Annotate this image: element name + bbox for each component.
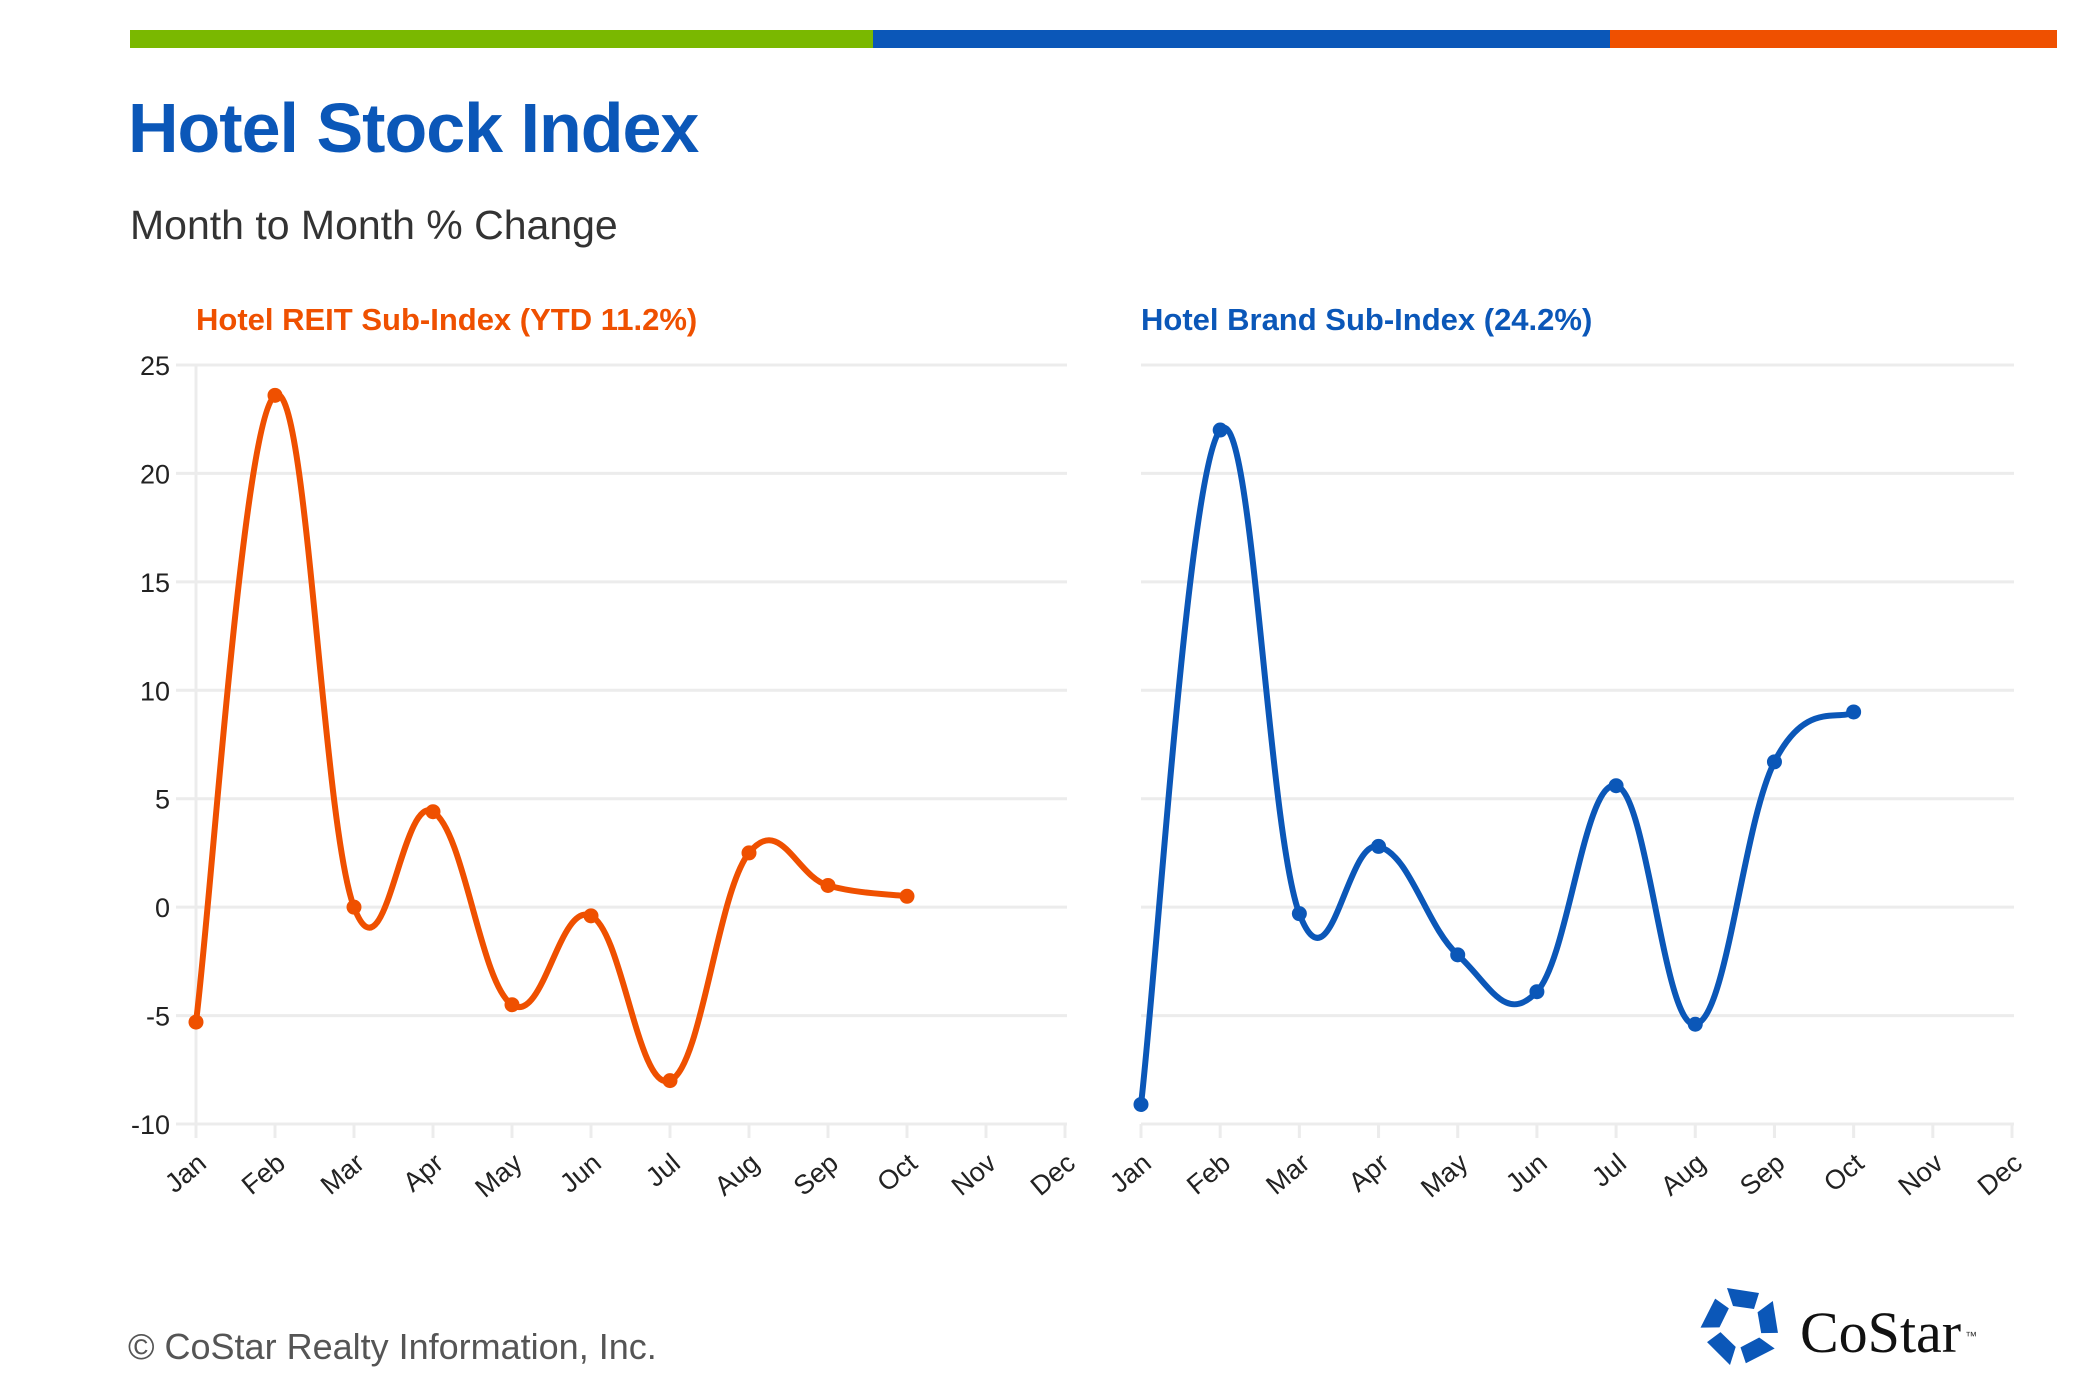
x-tick-label: May	[469, 1147, 528, 1203]
logo-segment	[1700, 1298, 1729, 1328]
logo-text: CoStar	[1800, 1300, 1962, 1365]
x-tick-label: Feb	[236, 1148, 291, 1201]
data-point	[662, 1073, 678, 1089]
x-tick-label: Nov	[1893, 1147, 1949, 1201]
y-tick-label: 25	[140, 351, 170, 381]
x-tick-label: Oct	[871, 1147, 923, 1197]
x-tick-label: Jan	[159, 1148, 212, 1199]
data-point	[504, 997, 520, 1013]
x-tick-label: May	[1415, 1147, 1474, 1203]
page-subtitle: Month to Month % Change	[130, 202, 618, 248]
data-point	[346, 899, 362, 915]
y-tick-label: 15	[140, 568, 170, 598]
x-tick-label: Apr	[1343, 1148, 1394, 1198]
data-point	[741, 845, 757, 861]
x-tick-label: Jan	[1104, 1148, 1157, 1199]
x-tick-label: Nov	[946, 1147, 1002, 1201]
x-tick-label: Apr	[397, 1148, 448, 1198]
x-tick-label: Sep	[788, 1148, 844, 1202]
chart-1: Jan Feb Mar Apr May Jun Jul Aug Sep Oct Nov Dec	[1104, 363, 2028, 1203]
copyright-text: © CoStar Realty Information, Inc.	[128, 1326, 657, 1367]
logo-wordmark: CoStar ™	[1800, 1300, 1977, 1366]
x-tick-label: Jul	[1586, 1148, 1632, 1193]
data-point	[267, 387, 283, 403]
data-point	[1529, 984, 1545, 1000]
x-tick-label: Aug	[709, 1148, 765, 1202]
chart-0: -10 -5 0 5 10 15 20 25 Jan Feb Mar Apr May Jun Jul Aug S…	[131, 351, 1081, 1203]
logo-segment	[1740, 1337, 1775, 1364]
costar-star-icon	[1700, 1288, 1778, 1365]
x-tick-label: Oct	[1818, 1147, 1870, 1197]
series-line	[193, 391, 908, 1085]
accent-bar-orange	[1610, 30, 2057, 48]
x-tick-label: Jul	[640, 1148, 686, 1193]
x-tick-label: Sep	[1734, 1148, 1790, 1202]
x-tick-label: Dec	[1972, 1148, 2028, 1202]
logo-trademark: ™	[1965, 1329, 1978, 1343]
data-point	[1291, 906, 1307, 922]
accent-bar-green	[130, 30, 873, 48]
x-tick-label: Aug	[1655, 1148, 1711, 1202]
series-line	[1138, 424, 1856, 1105]
data-point	[1212, 422, 1228, 438]
data-point	[1608, 778, 1624, 794]
logo-segment	[1707, 1332, 1736, 1365]
x-tick-label: Feb	[1181, 1148, 1236, 1201]
y-tick-label: 5	[155, 785, 170, 815]
data-point	[425, 804, 441, 820]
x-tick-label: Dec	[1025, 1148, 1081, 1202]
data-point	[1133, 1096, 1149, 1112]
data-point	[1846, 704, 1862, 720]
brand-chart-title: Hotel Brand Sub-Index (24.2%)	[1141, 302, 1593, 337]
reit-chart-title: Hotel REIT Sub-Index (YTD 11.2%)	[196, 302, 698, 337]
y-tick-label: 0	[155, 893, 170, 923]
y-tick-label: -5	[146, 1002, 170, 1032]
data-point	[1766, 754, 1782, 770]
data-point	[820, 877, 836, 893]
data-point	[899, 888, 915, 904]
charts-area: -10 -5 0 5 10 15 20 25 Jan Feb Mar Apr May Jun Jul Aug S…	[131, 351, 2028, 1203]
data-point	[188, 1014, 204, 1030]
logo-segment	[1757, 1300, 1778, 1334]
x-tick-label: Mar	[315, 1148, 370, 1201]
x-tick-label: Mar	[1260, 1148, 1315, 1201]
data-point	[583, 908, 599, 924]
x-tick-label: Jun	[554, 1148, 607, 1199]
data-point	[1450, 947, 1466, 963]
page-title: Hotel Stock Index	[128, 89, 699, 167]
data-point	[1687, 1016, 1703, 1032]
accent-bar-blue	[873, 30, 1610, 48]
y-tick-label: -10	[131, 1110, 170, 1140]
data-point	[1371, 838, 1387, 854]
y-tick-label: 20	[140, 459, 170, 489]
y-tick-label: 10	[140, 676, 170, 706]
x-tick-label: Jun	[1500, 1148, 1553, 1199]
logo-segment	[1727, 1288, 1759, 1309]
